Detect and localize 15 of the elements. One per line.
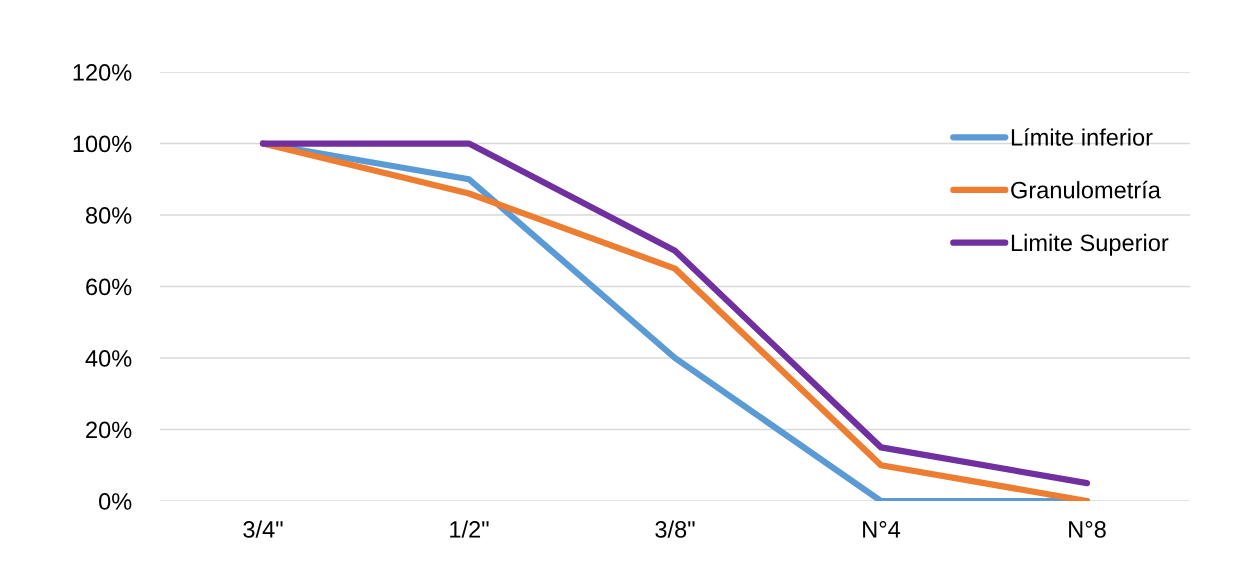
x-tick-label: N°4 [863, 521, 901, 538]
y-tick-label: 0% [99, 493, 132, 510]
x-tick-label: 3/8" [655, 520, 695, 538]
legend-label: Limite Superior [1011, 233, 1169, 256]
legend-label: Límite inferior [1011, 128, 1153, 146]
y-tick-label: 60% [86, 278, 132, 296]
x-tick-label: 3/4" [243, 520, 283, 538]
y-tick-label: 80% [85, 207, 132, 224]
legend-label: Granulometría [1011, 180, 1161, 199]
y-tick-label: 120% [73, 64, 132, 81]
x-tick-label: 1/2" [450, 520, 489, 538]
y-tick-label: 100% [73, 135, 132, 153]
y-tick-label: 20% [86, 421, 132, 439]
y-tick-label: 40% [85, 350, 132, 367]
x-tick-label: N°8 [1069, 521, 1106, 538]
